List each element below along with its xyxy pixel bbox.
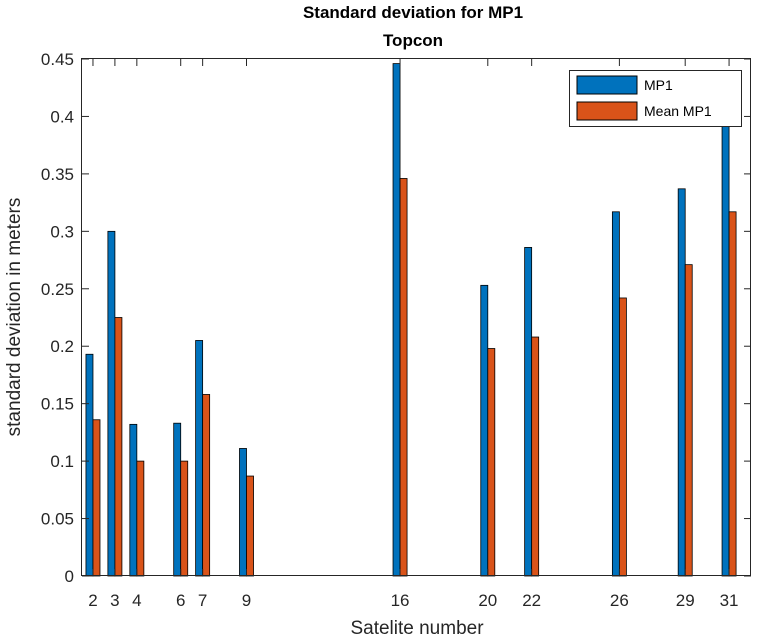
x-tick-label: 22 [522, 591, 541, 610]
bar-mean-mp1-sat-31 [728, 211, 737, 577]
bars-group [85, 63, 737, 577]
bar-mean-mp1-sat-20 [487, 348, 496, 577]
x-tick-label: 16 [391, 591, 410, 610]
y-tick-label: 0.35 [41, 165, 74, 184]
bar-mp1-sat-16 [392, 63, 401, 577]
y-tick-label: 0.05 [41, 510, 74, 529]
legend: MP1 Mean MP1 [569, 70, 742, 127]
bar-mean-mp1-sat-4 [136, 460, 145, 577]
bar-mp1-sat-9 [239, 448, 247, 577]
bar-mean-mp1-sat-16 [399, 178, 408, 577]
x-tick-label: 9 [242, 591, 251, 610]
x-tick-label: 26 [610, 591, 629, 610]
bar-mean-mp1-sat-3 [114, 317, 123, 577]
x-tick-label: 2 [88, 591, 97, 610]
y-tick-label: 0.45 [41, 50, 74, 69]
chart-title: Standard deviation for MP1 [303, 3, 523, 22]
y-tick-label: 0.4 [50, 107, 74, 126]
y-tick-label: 0.1 [50, 452, 74, 471]
legend-label-mean-mp1: Mean MP1 [644, 103, 712, 119]
x-tick-label: 20 [478, 591, 497, 610]
bar-mean-mp1-sat-7 [202, 394, 211, 577]
legend-swatch-mp1 [576, 75, 638, 95]
plot-frame [81, 58, 751, 576]
bar-mp1-sat-22 [524, 247, 533, 577]
x-tick-label: 6 [176, 591, 185, 610]
bar-mp1-sat-4 [129, 423, 138, 577]
bar-mp1-sat-26 [611, 211, 620, 577]
x-tick-label: 7 [198, 591, 207, 610]
x-axis: 2 3 4 6 7 9 16 20 22 26 29 31 [88, 59, 739, 610]
y-tick-label: 0.3 [50, 222, 74, 241]
bar-mean-mp1-sat-6 [180, 460, 189, 577]
y-tick-label: 0 [65, 567, 74, 586]
bar-mean-mp1-sat-9 [246, 475, 254, 577]
x-tick-label: 3 [110, 591, 119, 610]
y-axis: 0 0.05 0.1 0.15 0.2 0.25 0.3 0.35 0.4 0.45 [41, 50, 751, 586]
legend-swatch-mean-mp1 [576, 101, 638, 121]
bar-mean-mp1-sat-26 [618, 297, 627, 577]
bar-mp1-sat-6 [173, 422, 182, 577]
bar-mp1-sat-29 [677, 188, 686, 577]
bar-mp1-sat-3 [107, 230, 116, 577]
bar-mean-mp1-sat-2 [92, 419, 101, 577]
y-axis-label: standard deviation in meters [4, 198, 25, 437]
x-tick-label: 4 [132, 591, 141, 610]
bar-mp1-sat-7 [195, 340, 204, 577]
y-tick-label: 0.2 [50, 337, 74, 356]
x-tick-label: 31 [720, 591, 739, 610]
bar-mean-mp1-sat-29 [684, 264, 693, 577]
y-tick-label: 0.25 [41, 280, 74, 299]
x-axis-label: Satelite number [350, 618, 484, 639]
bar-mp1-sat-2 [85, 353, 94, 577]
bar-mean-mp1-sat-22 [531, 336, 540, 577]
legend-label-mp1: MP1 [644, 77, 673, 93]
chart-subtitle: Topcon [383, 31, 443, 50]
x-tick-label: 29 [676, 591, 695, 610]
y-tick-label: 0.15 [41, 395, 74, 414]
bar-mp1-sat-31 [721, 106, 730, 577]
bar-mp1-sat-20 [480, 284, 489, 577]
